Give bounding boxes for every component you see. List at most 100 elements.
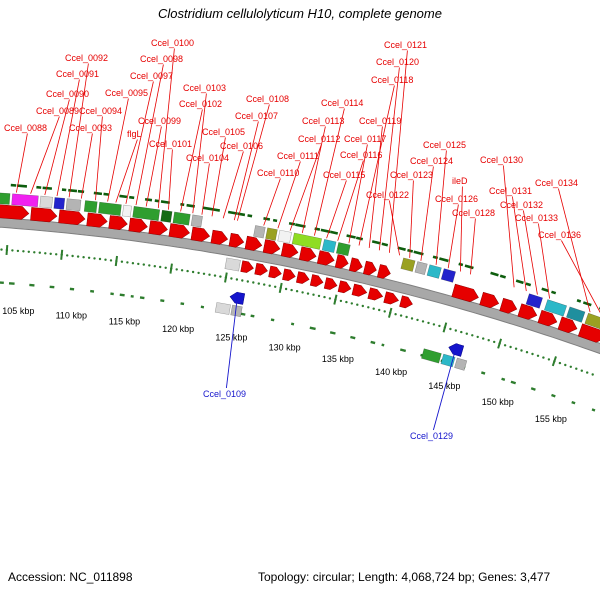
leader-line: [233, 121, 259, 221]
ruler-major-tick: [333, 294, 338, 305]
gene-arrow: [337, 280, 352, 294]
gene-label[interactable]: Ccel_0092: [65, 53, 108, 63]
gene-arrow: [190, 226, 211, 242]
gene-label[interactable]: Ccel_0131: [489, 186, 532, 196]
gene-label[interactable]: Ccel_0098: [140, 54, 183, 64]
gene-arrow: [399, 295, 413, 309]
inner-orf-dash-ring: [0, 281, 596, 412]
feature-box: [400, 257, 416, 272]
feature-box: [230, 304, 243, 318]
feature-box: [414, 261, 428, 275]
gene-arrow: [323, 277, 338, 290]
gene-label[interactable]: Ccel_0090: [46, 89, 89, 99]
leader-line: [30, 116, 60, 194]
gene-label[interactable]: Ccel_0110: [257, 168, 299, 178]
leader-line: [358, 85, 395, 246]
leader-line: [115, 139, 138, 203]
gene-label[interactable]: Ccel_0103: [183, 83, 226, 93]
feature-box: [440, 353, 456, 368]
gene-label[interactable]: ileD: [452, 176, 468, 186]
ruler-major-tick: [114, 255, 119, 267]
leader-line: [409, 180, 414, 258]
gene-label[interactable]: Ccel_0114: [321, 98, 363, 108]
gene-label[interactable]: Ccel_0130: [480, 155, 523, 165]
gene-label[interactable]: Ccel_0109: [203, 389, 246, 399]
blue-gene-arrow: [448, 343, 465, 357]
gene-label[interactable]: Ccel_0122: [366, 190, 409, 200]
leader-line: [95, 116, 103, 201]
gene-label[interactable]: Ccel_0136: [538, 230, 581, 240]
gene-label[interactable]: Ccel_0108: [246, 94, 289, 104]
leader-line: [56, 79, 80, 197]
ruler-tick-label: 125 kbp: [215, 333, 247, 343]
gene-arrow: [316, 250, 335, 266]
gene-label[interactable]: Ccel_0095: [105, 88, 148, 98]
gene-arrow: [268, 265, 282, 279]
gene-label[interactable]: Ccel_0097: [130, 71, 173, 81]
ruler-tick-label: 110 kbp: [56, 311, 87, 321]
blue-gene-labels: Ccel_0109 Ccel_0129: [203, 291, 458, 441]
gene-label[interactable]: Ccel_0100: [151, 38, 194, 48]
gene-label[interactable]: Ccel_0106: [220, 141, 263, 151]
leader-line: [420, 166, 434, 261]
gene-label[interactable]: Ccel_0126: [435, 194, 478, 204]
gene-label[interactable]: Ccel_0113: [302, 116, 344, 126]
gene-label[interactable]: Ccel_0088: [4, 123, 47, 133]
gene-arrow: [210, 229, 229, 245]
gene-label[interactable]: Ccel_0118: [371, 75, 413, 85]
gene-label[interactable]: Ccel_0102: [179, 99, 222, 109]
gene-label[interactable]: Ccel_0099: [138, 116, 181, 126]
gene-label[interactable]: Ccel_0119: [359, 116, 401, 126]
gene-arrow: [376, 264, 391, 279]
gene-arrow: [254, 262, 268, 276]
gene-label[interactable]: Ccel_0132: [500, 200, 543, 210]
feature-box: [172, 211, 191, 226]
feature-box: [190, 214, 203, 228]
leader-line: [192, 93, 207, 214]
feature-box: [53, 197, 66, 210]
feature-box: [454, 357, 468, 371]
gene-label[interactable]: Ccel_0093: [69, 123, 112, 133]
ruler-tick-label: 145 kbp: [428, 381, 460, 391]
ruler-major-tick: [497, 338, 503, 349]
gene-label[interactable]: Ccel_0129: [410, 431, 453, 441]
gene-label[interactable]: Ccel_0105: [202, 127, 245, 137]
ruler-tick-label: 140 kbp: [375, 367, 407, 377]
gene-label[interactable]: Ccel_0104: [186, 153, 229, 163]
gene-label[interactable]: Ccel_0117: [344, 134, 386, 144]
gene-label[interactable]: Ccel_0134: [535, 178, 578, 188]
gene-label[interactable]: Ccel_0124: [410, 156, 453, 166]
ruler-tick-label: 130 kbp: [269, 343, 301, 353]
feature-box: [277, 229, 292, 244]
gene-arrow: [367, 287, 384, 301]
feature-box: [0, 192, 11, 205]
gene-label[interactable]: Ccel_0111: [277, 151, 319, 161]
gene-label[interactable]: Ccel_0116: [340, 150, 382, 160]
gene-label[interactable]: flgL: [127, 129, 142, 139]
gene-label[interactable]: Ccel_0094: [79, 106, 122, 116]
gene-arrow: [228, 232, 245, 248]
gene-label[interactable]: Ccel_0125: [423, 140, 466, 150]
gene-label[interactable]: Ccel_0128: [452, 208, 495, 218]
leader-line: [378, 67, 400, 251]
leader-line: [432, 343, 458, 431]
gene-arrow: [479, 291, 500, 309]
leader-line: [16, 133, 28, 193]
leader-line: [107, 98, 129, 202]
gene-label[interactable]: Ccel_0121: [384, 40, 427, 50]
leader-line: [68, 63, 89, 198]
gene-label[interactable]: Ccel_0120: [376, 57, 419, 67]
gene-label[interactable]: Ccel_0101: [149, 139, 192, 149]
gene-label[interactable]: Ccel_0091: [56, 69, 99, 79]
gene-label[interactable]: Ccel_0089: [36, 106, 79, 116]
ruler-tick-label: 150 kbp: [482, 397, 514, 407]
gene-label[interactable]: Ccel_0112: [298, 134, 340, 144]
gene-label[interactable]: Ccel_0133: [515, 213, 558, 223]
gene-arrow: [30, 207, 58, 223]
gene-label[interactable]: Ccel_0107: [235, 111, 278, 121]
feature-box: [214, 302, 231, 315]
gene-label[interactable]: Ccel_0115: [323, 170, 365, 180]
gene-label[interactable]: Ccel_0123: [390, 170, 433, 180]
